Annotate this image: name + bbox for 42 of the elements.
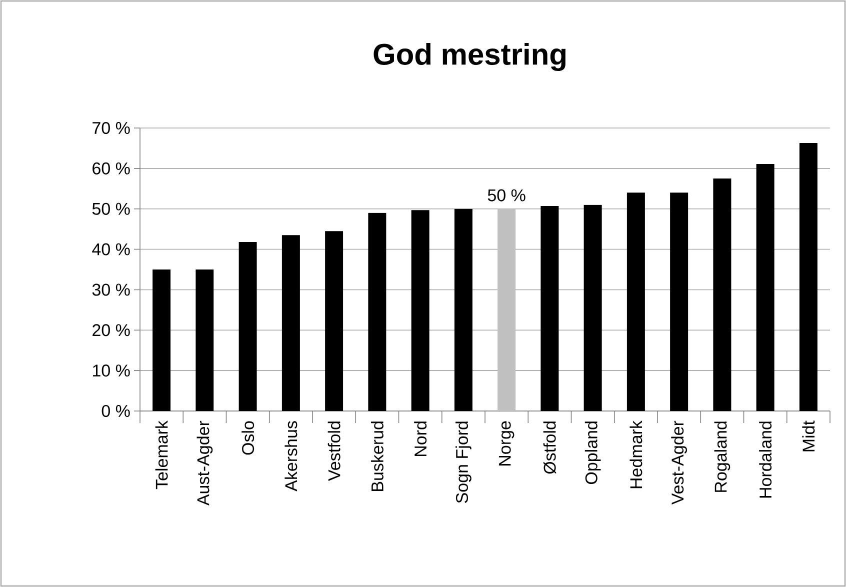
bar: [756, 164, 774, 411]
data-label: 50 %: [488, 189, 526, 202]
bar: [454, 208, 472, 411]
y-tick-label: 60 %: [92, 162, 130, 174]
bar: [584, 204, 602, 411]
y-tick-label: 30 %: [92, 284, 130, 296]
x-tick-label: Vest-Agder: [671, 420, 687, 505]
x-tick-label: Telemark: [155, 420, 168, 490]
bar: [540, 206, 559, 411]
x-tick-label: Rogaland: [714, 422, 730, 492]
bar: [799, 142, 818, 411]
x-tick-label: Hordaland: [759, 422, 772, 498]
x-tick-label: Østfold: [543, 422, 556, 474]
y-tick-label: 10 %: [93, 364, 130, 377]
y-tick-label: 20 %: [92, 324, 130, 336]
chart-title: God mestring: [374, 42, 566, 72]
x-tick-label: Aust-Agder: [196, 420, 213, 506]
bar: [670, 192, 688, 411]
x-tick-label: Oslo: [242, 421, 254, 455]
y-tick-label: 50 %: [92, 202, 130, 215]
y-tick-label: 40 %: [92, 243, 130, 256]
x-tick-label: Oppland: [584, 422, 601, 484]
bar: [411, 210, 430, 411]
bar: [282, 235, 300, 411]
x-tick-label: Midt: [802, 420, 815, 452]
bar: [152, 270, 171, 411]
x-tick-label: Sogn Fjord: [456, 422, 472, 503]
bar: [368, 212, 386, 411]
x-tick-label: Hedmark: [630, 420, 642, 488]
y-tick-label: 0 %: [102, 404, 130, 418]
y-tick-label: 70 %: [92, 122, 130, 134]
x-tick-label: Vestfold: [328, 422, 340, 481]
bar: [325, 231, 344, 411]
bar: [498, 208, 516, 411]
bar: [626, 192, 645, 411]
bar: [713, 178, 732, 411]
x-tick-label: Norge: [498, 421, 514, 466]
bar: [196, 270, 214, 411]
x-tick-label: Akershus: [284, 421, 298, 492]
bar: [238, 242, 257, 411]
x-tick-label: Buskerud: [370, 422, 384, 491]
x-tick-label: Nord: [414, 422, 427, 456]
